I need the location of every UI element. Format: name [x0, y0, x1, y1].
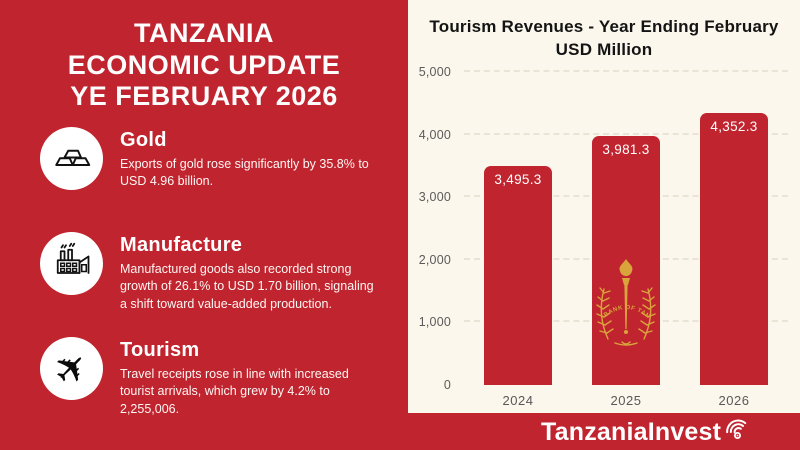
- bar-slot-2024: 3,495.3 2024: [464, 72, 572, 408]
- bar-value-label: 3,981.3: [602, 141, 650, 157]
- y-tick-label: 0: [443, 378, 451, 392]
- x-tick-label: 2024: [502, 393, 534, 408]
- y-tick-label: 3,000: [418, 190, 451, 205]
- bar-slot-2025: 3,981.3 BANK OF TANZANIA 2025: [572, 72, 680, 408]
- page-title-line-2: ECONOMIC UPDATE: [67, 49, 341, 80]
- section-manufacture: Manufacture Manufactured goods also reco…: [40, 232, 390, 313]
- section-tourism: ✈ Tourism Travel receipts rose in line w…: [40, 337, 390, 418]
- bank-of-tanzania-emblem: BANK OF TANZANIA: [595, 255, 656, 346]
- x-tick-label: 2026: [718, 393, 750, 408]
- y-axis: 0 1,000 2,000 3,000 4,000 5,000: [408, 65, 456, 392]
- manufacture-icon-circle: [40, 232, 103, 295]
- section-tourism-body: Travel receipts rose in line with increa…: [120, 367, 349, 416]
- page-title: TANZANIA ECONOMIC UPDATE YE FEBRUARY 202…: [0, 18, 408, 113]
- page-title-line-3: YE FEBRUARY 2026: [70, 81, 338, 112]
- y-tick-label: 5,000: [418, 65, 451, 79]
- x-tick-label: 2025: [610, 393, 642, 408]
- bar-2026: 4,352.3: [700, 112, 768, 385]
- tourism-revenue-chart: Tourism Revenues - Year Ending February …: [408, 0, 800, 413]
- bar-value-label: 4,352.3: [710, 118, 758, 134]
- gridline: [464, 132, 788, 135]
- chart-title-line-2: USD Million: [555, 39, 653, 59]
- section-gold: Gold Exports of gold rose significantly …: [40, 127, 390, 191]
- brand-logo: TanzaniaInvest: [541, 416, 750, 448]
- factory-icon: [51, 240, 93, 287]
- y-tick-label: 1,000: [418, 315, 451, 330]
- bar-2024: 3,495.3: [484, 166, 552, 385]
- chart-title-line-1: Tourism Revenues - Year Ending February: [429, 17, 779, 36]
- brand-swirl-icon: [724, 416, 750, 449]
- y-tick-label: 2,000: [418, 252, 451, 267]
- bars-row: 3,495.3 2024 3,981.3 BANK OF TANZANIA 2025…: [464, 72, 788, 408]
- section-manufacture-body: Manufactured goods also recorded strong …: [120, 262, 374, 311]
- chart-title: Tourism Revenues - Year Ending February …: [408, 0, 800, 61]
- plot-area: 3,495.3 2024 3,981.3 BANK OF TANZANIA 2025…: [464, 70, 788, 408]
- section-manufacture-title: Manufacture: [120, 234, 243, 256]
- brand-logo-text: TanzaniaInvest: [541, 417, 722, 446]
- section-gold-title: Gold: [120, 129, 167, 151]
- bar-value-label: 3,495.3: [494, 172, 542, 188]
- gridline: [464, 70, 788, 72]
- bar-2025: 3,981.3 BANK OF TANZANIA: [592, 135, 660, 385]
- bar-slot-2026: 4,352.3 2026: [680, 72, 788, 408]
- y-tick-label: 4,000: [418, 127, 451, 142]
- gold-icon-circle: [40, 127, 103, 190]
- tourism-icon-circle: ✈: [40, 337, 103, 400]
- page-title-line-1: TANZANIA: [134, 18, 274, 48]
- gold-bars-icon: [51, 135, 93, 182]
- section-tourism-title: Tourism: [120, 339, 200, 361]
- left-summary-panel: TANZANIA ECONOMIC UPDATE YE FEBRUARY 202…: [0, 18, 408, 418]
- airplane-icon: ✈: [44, 341, 99, 396]
- section-gold-body: Exports of gold rose significantly by 35…: [120, 157, 369, 189]
